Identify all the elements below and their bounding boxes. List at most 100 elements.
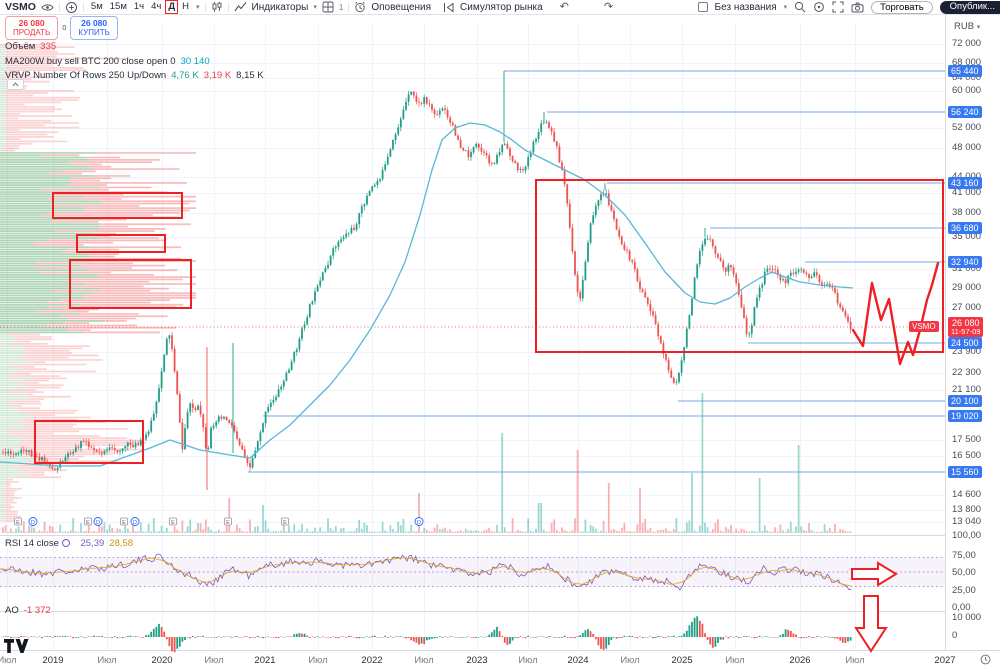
chevron-down-icon[interactable]: ▾: [313, 4, 317, 11]
price-level-label: 15 560: [948, 465, 982, 478]
ma200w-line[interactable]: [0, 122, 854, 467]
timeframe-Н[interactable]: Н: [182, 1, 189, 12]
indicators-icon[interactable]: [234, 1, 247, 13]
legend-volume[interactable]: Объём 335: [5, 41, 57, 52]
undo-icon[interactable]: ↶: [559, 1, 569, 13]
alerts-button[interactable]: Оповещения: [371, 1, 432, 13]
price-tick: 14 600: [952, 489, 982, 500]
price-level-label: 43 160: [948, 176, 982, 189]
price-tick: 38 000: [952, 207, 982, 218]
symbol-price-tag: VSMO: [909, 321, 939, 332]
sell-button[interactable]: 26 080 ПРОДАТЬ: [5, 16, 59, 40]
buy-button[interactable]: 26 080 КУПИТЬ: [70, 16, 118, 40]
publish-button[interactable]: Опублик...: [939, 0, 1000, 14]
fullscreen-icon[interactable]: [832, 1, 844, 13]
price-level-label: 19 020: [948, 409, 982, 422]
top-toolbar: VSMO 5м 15м 1ч 4ч Д Н ▾ Индикаторы ▾ 1 Оповещ…: [0, 0, 1000, 15]
price-tick: 35 000: [952, 231, 982, 242]
sell-label: ПРОДАТЬ: [13, 28, 51, 38]
symbol-ticker[interactable]: VSMO: [5, 1, 36, 13]
rsi-legend[interactable]: RSI 14 close 25,39 28,58: [5, 538, 134, 549]
annotation-rectangle[interactable]: [34, 420, 144, 464]
earnings-marker[interactable]: [120, 517, 128, 526]
annotation-rectangle[interactable]: [76, 234, 166, 253]
compare-add-icon[interactable]: [65, 1, 78, 14]
rsi-tick: 50,00: [952, 567, 976, 578]
earnings-marker[interactable]: [84, 517, 92, 526]
layout-checkbox[interactable]: [697, 2, 708, 12]
time-tick: Июл: [308, 655, 328, 666]
tradingview-logo[interactable]: [4, 639, 30, 659]
target-icon[interactable]: [813, 1, 825, 13]
chart-canvas[interactable]: E E E E E ED D D D: [0, 15, 945, 655]
price-level-label: 32 940: [948, 255, 982, 268]
price-tick: 17 500: [952, 434, 982, 445]
time-tick: Июл: [97, 655, 117, 666]
legend-ma200w[interactable]: MA200W buy sell BTC 200 close open 0 30 1…: [5, 55, 210, 67]
time-tick: 2019: [42, 655, 64, 666]
ao-bars-up: [2, 616, 852, 649]
eye-icon[interactable]: [41, 2, 54, 13]
svg-text:D: D: [31, 520, 35, 526]
legend-collapse-button[interactable]: [7, 79, 24, 90]
price-tick: 72 000: [952, 38, 982, 49]
legend-vrvp[interactable]: VRVP Number Of Rows 250 Up/Down 4,76 K 3,1…: [5, 70, 264, 81]
earnings-marker[interactable]: [169, 517, 177, 526]
rsi-line: [0, 553, 852, 591]
annotation-rectangle[interactable]: [52, 192, 183, 219]
layout-count[interactable]: 1: [338, 2, 344, 12]
quick-search-icon[interactable]: [794, 1, 806, 13]
alert-clock-icon[interactable]: [354, 1, 366, 13]
chevron-up-icon: [12, 82, 19, 87]
ao-bars-down: [7, 620, 847, 653]
time-tick: Июл: [414, 655, 434, 666]
time-tick: Июл: [620, 655, 640, 666]
indicators-button[interactable]: Индикаторы: [251, 1, 309, 13]
svg-text:D: D: [417, 520, 421, 526]
timeframe-Д[interactable]: Д: [165, 0, 179, 14]
svg-text:E: E: [122, 520, 126, 526]
chevron-down-icon[interactable]: ▾: [783, 4, 788, 11]
rsi-settings-icon[interactable]: [61, 539, 70, 547]
volume-profile-sell: [32, 152, 196, 334]
layout-grid-icon[interactable]: [322, 1, 334, 13]
rsi-tick: 0,00: [952, 602, 971, 613]
ao-legend[interactable]: AO -1 372: [5, 605, 51, 616]
dividend-marker[interactable]: [414, 517, 424, 526]
price-level-label: 36 680: [948, 221, 982, 234]
layout-name[interactable]: Без названия: [714, 1, 777, 13]
price-axis[interactable]: RUB ▾ 72 000 68 000 64 000 60 000 52 000 48 0…: [945, 15, 1000, 650]
redo-icon[interactable]: ↷: [603, 1, 614, 13]
chevron-down-icon[interactable]: ▾: [195, 4, 200, 11]
chart-style-candles-icon[interactable]: [211, 1, 223, 13]
chevron-down-icon: ▾: [976, 24, 981, 31]
annotation-right-arrow[interactable]: [851, 561, 898, 587]
price-tick: 41 000: [952, 187, 982, 198]
divider: [227, 2, 229, 12]
timeframe-15м[interactable]: 15м: [109, 1, 127, 12]
time-tick: Июл: [845, 655, 865, 666]
divider: [58, 2, 60, 12]
dividend-marker[interactable]: [28, 517, 38, 526]
earnings-marker[interactable]: [281, 517, 289, 526]
timeframe-4ч[interactable]: 4ч: [151, 1, 162, 12]
buy-label: КУПИТЬ: [78, 28, 110, 38]
annotation-down-arrow[interactable]: [854, 595, 888, 653]
annotation-rectangle[interactable]: [69, 259, 192, 309]
earnings-marker[interactable]: [224, 517, 232, 526]
price-tick: 68 000: [952, 57, 982, 68]
clock-icon[interactable]: [980, 654, 991, 665]
market-simulator-icon[interactable]: [442, 2, 455, 13]
camera-icon[interactable]: [851, 2, 864, 13]
time-axis[interactable]: Июл 2019 Июл 2020 Июл 2021 Июл 2022 Июл 2023 Июл 20…: [0, 650, 1000, 670]
trade-button[interactable]: Торговать: [871, 0, 933, 14]
dividend-marker[interactable]: [93, 517, 103, 526]
forecast-zigzag-line[interactable]: [851, 261, 940, 366]
simulator-button[interactable]: Симулятор рынка: [460, 1, 543, 13]
currency-selector[interactable]: RUB ▾: [954, 21, 981, 32]
annotation-rectangle[interactable]: [535, 179, 944, 353]
timeframe-5м[interactable]: 5м: [90, 1, 103, 12]
dividend-marker[interactable]: [130, 517, 140, 526]
earnings-marker[interactable]: [14, 517, 22, 526]
timeframe-1ч[interactable]: 1ч: [133, 1, 145, 12]
